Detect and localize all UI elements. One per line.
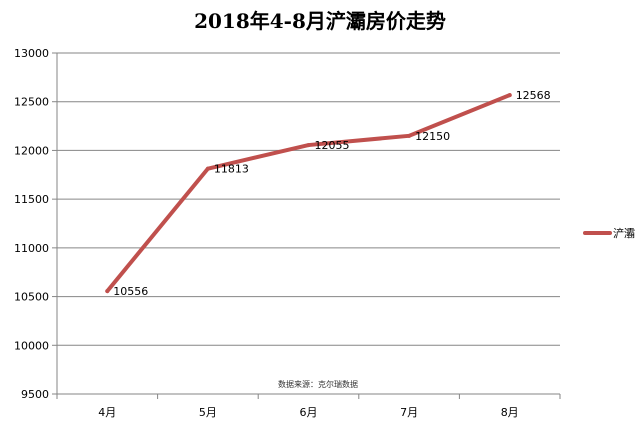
data-label: 12150 — [415, 130, 450, 143]
series-line — [105, 93, 512, 294]
y-tick-label: 13000 — [14, 47, 49, 60]
source-note: 数据来源：克尔瑞数据 — [278, 379, 358, 389]
x-tick-label: 7月 — [400, 406, 418, 419]
x-tick-label: 5月 — [199, 406, 217, 419]
data-point — [205, 166, 210, 171]
y-tick-label: 11500 — [14, 193, 49, 206]
y-tick-label: 12000 — [14, 144, 49, 157]
data-point — [407, 133, 412, 138]
y-axis-ticks: 9500 10000 10500 11000 11500 12000 12500 13000 — [14, 47, 57, 401]
data-label: 12055 — [315, 139, 350, 152]
legend: 浐灞 — [583, 227, 635, 240]
data-label: 12568 — [516, 89, 551, 102]
grid-lines — [57, 52, 560, 346]
x-tick-label: 8月 — [501, 406, 519, 419]
x-tick-label: 6月 — [300, 406, 318, 419]
y-tick-label: 10000 — [14, 339, 49, 352]
axes — [56, 53, 560, 395]
chart-title: 2018年4-8月浐灞房价走势 — [194, 9, 446, 33]
data-label: 10556 — [113, 285, 148, 298]
data-point — [507, 93, 512, 98]
x-axis-ticks: 4月 5月 6月 7月 8月 — [56, 394, 561, 419]
series-layer — [105, 93, 512, 294]
x-tick-label: 4月 — [98, 406, 116, 419]
y-tick-label: 12500 — [14, 96, 49, 109]
data-point — [105, 289, 110, 294]
y-tick-label: 10500 — [14, 291, 49, 304]
legend-label: 浐灞 — [613, 227, 635, 240]
data-labels: 10556 11813 12055 12150 12568 — [113, 89, 550, 298]
y-tick-label: 11000 — [14, 242, 49, 255]
data-point — [306, 143, 311, 148]
y-tick-label: 9500 — [21, 388, 49, 401]
data-label: 11813 — [214, 163, 249, 176]
